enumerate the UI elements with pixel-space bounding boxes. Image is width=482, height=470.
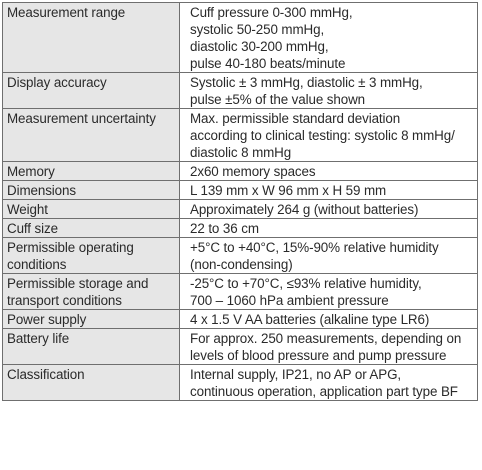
table-row: Permissible storage and transport conditi… (2, 273, 478, 310)
spec-value-line: levels of blood pressure and pump pressu… (190, 348, 447, 363)
spec-value: 2x60 memory spaces (179, 161, 478, 181)
spec-value-line: diastolic 8 mmHg (190, 145, 292, 160)
spec-label-line: Permissible operating (7, 240, 134, 255)
spec-value-line: according to clinical testing: systolic … (190, 128, 455, 143)
spec-value-line: continuous operation, application part t… (190, 384, 458, 399)
table-row: Weight Approximately 264 g (without batt… (2, 199, 478, 219)
spec-value-line: pulse ±5% of the value shown (190, 92, 366, 107)
spec-value-line: -25°C to +70°C, ≤93% relative humidity, (190, 276, 422, 291)
spec-value-line: 700 – 1060 hPa ambient pressure (190, 293, 389, 308)
spec-label-line: Battery life (7, 331, 70, 346)
spec-value-line: Cuff pressure 0-300 mmHg, (190, 5, 353, 20)
spec-value-line: 4 x 1.5 V AA batteries (alkaline type LR… (190, 312, 430, 327)
spec-value-line: Approximately 264 g (without batteries) (190, 202, 419, 217)
spec-label: Permissible operating conditions (2, 237, 180, 274)
specifications-table: Measurement range Cuff pressure 0-300 mm… (2, 2, 478, 401)
spec-value: -25°C to +70°C, ≤93% relative humidity, 7… (179, 273, 478, 310)
spec-value: L 139 mm x W 96 mm x H 59 mm (179, 180, 478, 200)
spec-label: Dimensions (2, 180, 180, 200)
spec-label-line: conditions (7, 257, 67, 272)
spec-value: Approximately 264 g (without batteries) (179, 199, 478, 219)
spec-label: Display accuracy (2, 72, 180, 109)
spec-value: Systolic ± 3 mmHg, diastolic ± 3 mmHg, pu… (179, 72, 478, 109)
spec-label: Power supply (2, 309, 180, 329)
spec-label: Measurement uncertainty (2, 108, 180, 162)
spec-value: +5°C to +40°C, 15%-90% relative humidity… (179, 237, 478, 274)
spec-value: 22 to 36 cm (179, 218, 478, 238)
spec-value: Internal supply, IP21, no AP or APG, cont… (179, 364, 478, 401)
spec-label: Weight (2, 199, 180, 219)
spec-label: Battery life (2, 328, 180, 365)
spec-value-line: (non-condensing) (190, 257, 293, 272)
spec-label: Measurement range (2, 2, 180, 73)
spec-value: Cuff pressure 0-300 mmHg, systolic 50-250… (179, 2, 478, 73)
spec-value: For approx. 250 measurements, depending … (179, 328, 478, 365)
spec-value-line: +5°C to +40°C, 15%-90% relative humidity (190, 240, 439, 255)
spec-value-line: 22 to 36 cm (190, 221, 259, 236)
spec-value-line: Max. permissible standard deviation (190, 111, 401, 126)
spec-label-line: Measurement range (7, 5, 126, 20)
table-row: Cuff size 22 to 36 cm (2, 218, 478, 238)
table-row: Dimensions L 139 mm x W 96 mm x H 59 mm (2, 180, 478, 200)
spec-value-line: diastolic 30-200 mmHg, (190, 39, 329, 54)
spec-label: Classification (2, 364, 180, 401)
table-row: Display accuracy Systolic ± 3 mmHg, dias… (2, 72, 478, 109)
spec-value-line: systolic 50-250 mmHg, (190, 22, 325, 37)
spec-label-line: Classification (7, 367, 85, 382)
spec-value-line: 2x60 memory spaces (190, 164, 316, 179)
spec-label-line: Measurement uncertainty (7, 111, 156, 126)
spec-value-line: For approx. 250 measurements, depending … (190, 331, 462, 346)
table-row: Classification Internal supply, IP21, no… (2, 364, 478, 401)
spec-value: Max. permissible standard deviation accor… (179, 108, 478, 162)
spec-label: Permissible storage and transport conditi… (2, 273, 180, 310)
spec-label: Cuff size (2, 218, 180, 238)
spec-label-line: Dimensions (7, 183, 76, 198)
spec-value-line: Systolic ± 3 mmHg, diastolic ± 3 mmHg, (190, 75, 423, 90)
table-row: Permissible operating conditions +5°C to … (2, 237, 478, 274)
table-row: Power supply 4 x 1.5 V AA batteries (alk… (2, 309, 478, 329)
spec-value: 4 x 1.5 V AA batteries (alkaline type LR… (179, 309, 478, 329)
spec-value-line: pulse 40-180 beats/minute (190, 56, 346, 71)
table-row: Measurement uncertainty Max. permissible… (2, 108, 478, 162)
spec-label-line: Power supply (7, 312, 87, 327)
spec-label-line: Memory (7, 164, 55, 179)
spec-value-line: L 139 mm x W 96 mm x H 59 mm (190, 183, 387, 198)
spec-label-line: transport conditions (7, 293, 122, 308)
spec-label-line: Permissible storage and (7, 276, 149, 291)
table-row: Battery life For approx. 250 measurement… (2, 328, 478, 365)
table-row: Memory 2x60 memory spaces (2, 161, 478, 181)
spec-label-line: Cuff size (7, 221, 58, 236)
spec-label-line: Weight (7, 202, 48, 217)
table-row: Measurement range Cuff pressure 0-300 mm… (2, 2, 478, 73)
spec-value-line: Internal supply, IP21, no AP or APG, (190, 367, 402, 382)
spec-label: Memory (2, 161, 180, 181)
spec-label-line: Display accuracy (7, 75, 107, 90)
